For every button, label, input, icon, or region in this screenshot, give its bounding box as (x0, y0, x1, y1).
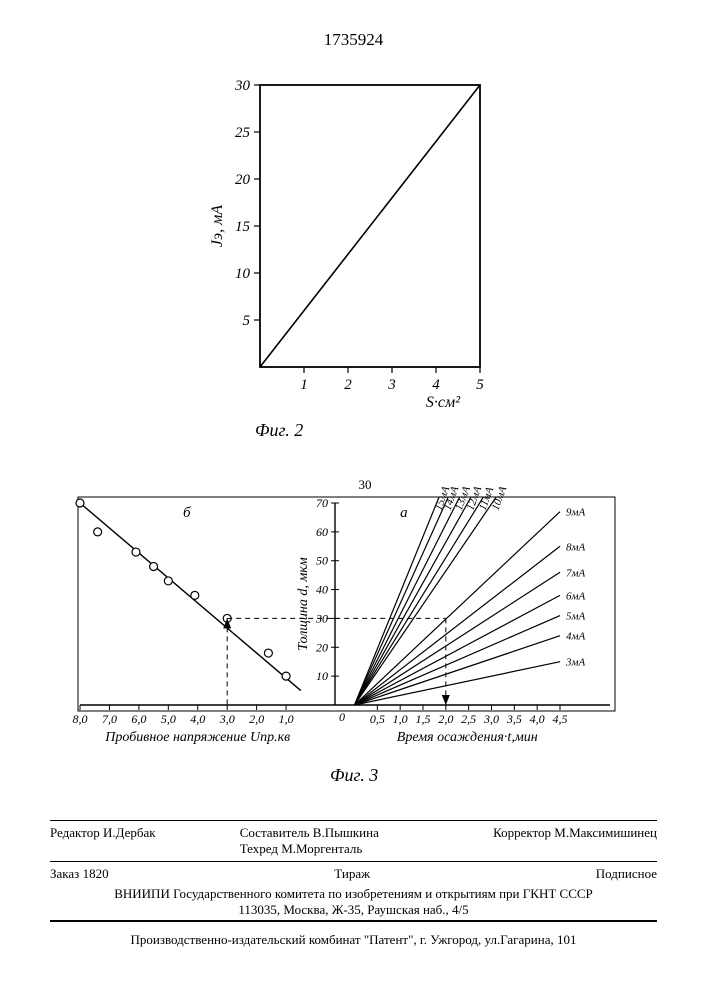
corrector-name: М.Максимишинец (554, 825, 657, 840)
svg-text:6мА: 6мА (566, 590, 586, 602)
svg-text:S·см²: S·см² (426, 394, 461, 411)
svg-text:1,5: 1,5 (416, 712, 431, 726)
fig3-caption: Фиг. 3 (330, 765, 378, 786)
fig2-svg: 5 10 15 20 25 30 1 2 3 4 5 Jэ, мА S·см² (210, 75, 490, 415)
svg-text:1: 1 (300, 377, 308, 393)
footer-credits-row: Редактор И.Дербак Составитель В.Пышкина … (50, 821, 657, 862)
svg-text:4,0: 4,0 (190, 712, 205, 726)
svg-text:7мА: 7мА (566, 567, 586, 579)
fig2-chart: 5 10 15 20 25 30 1 2 3 4 5 Jэ, мА S·см² (210, 75, 490, 415)
svg-text:4: 4 (432, 377, 440, 393)
svg-text:5: 5 (476, 377, 484, 393)
svg-text:1,0: 1,0 (393, 712, 408, 726)
svg-text:4,0: 4,0 (530, 712, 545, 726)
svg-text:50: 50 (316, 554, 328, 568)
svg-text:0,5: 0,5 (370, 712, 385, 726)
svg-text:0: 0 (339, 710, 345, 724)
svg-text:4мА: 4мА (566, 631, 586, 643)
svg-text:70: 70 (316, 496, 328, 510)
footer-order-row: Заказ 1820 Тираж Подписное (50, 862, 657, 884)
patent-number: 1735924 (0, 30, 707, 50)
order-cell: Заказ 1820 (50, 866, 109, 882)
subscription-cell: Подписное (596, 866, 657, 882)
svg-text:60: 60 (316, 525, 328, 539)
svg-text:40: 40 (316, 583, 328, 597)
svg-text:3мА: 3мА (565, 657, 586, 669)
order-label: Заказ (50, 866, 79, 881)
svg-text:б: б (183, 505, 191, 521)
org-line2: 113035, Москва, Ж-35, Раушская наб., 4/5 (50, 902, 657, 918)
svg-text:8,0: 8,0 (73, 712, 88, 726)
svg-text:15: 15 (235, 219, 251, 235)
svg-text:25: 25 (235, 125, 251, 141)
footer-org: ВНИИПИ Государственного комитета по изоб… (50, 884, 657, 921)
svg-text:5мА: 5мА (566, 611, 586, 623)
editor-label: Редактор (50, 825, 100, 840)
svg-text:6,0: 6,0 (131, 712, 146, 726)
compiler-tech-cell: Составитель В.Пышкина Техред М.Моргентал… (240, 825, 468, 857)
svg-text:10: 10 (235, 266, 251, 282)
editor-cell: Редактор И.Дербак (50, 825, 240, 857)
svg-text:10: 10 (316, 669, 328, 683)
fig2-caption: Фиг. 2 (255, 420, 303, 441)
fig3-chart: 3010203040506070Толщина d, мкм08,07,06,0… (70, 475, 650, 755)
svg-text:30: 30 (359, 477, 372, 492)
svg-text:Толщина d, мкм: Толщина d, мкм (296, 557, 311, 651)
svg-text:3,0: 3,0 (483, 712, 499, 726)
fig3-svg: 3010203040506070Толщина d, мкм08,07,06,0… (70, 475, 650, 755)
svg-text:3,5: 3,5 (506, 712, 522, 726)
tirazh-cell: Тираж (334, 866, 370, 882)
compiler-label: Составитель (240, 825, 310, 840)
svg-text:Пробивное напряжение Uпр.кв: Пробивное напряжение Uпр.кв (104, 730, 290, 745)
svg-text:2: 2 (344, 377, 352, 393)
svg-text:7,0: 7,0 (102, 712, 117, 726)
org-line1: ВНИИПИ Государственного комитета по изоб… (50, 886, 657, 902)
tech-name: М.Моргенталь (281, 841, 362, 856)
svg-text:20: 20 (235, 172, 251, 188)
svg-text:2,0: 2,0 (249, 712, 264, 726)
corrector-cell: Корректор М.Максимишинец (467, 825, 657, 857)
svg-text:8мА: 8мА (566, 541, 586, 553)
order-number: 1820 (83, 866, 109, 881)
svg-text:Время осаждения·t,мин: Время осаждения·t,мин (397, 730, 538, 745)
svg-text:20: 20 (316, 640, 328, 654)
editor-name: И.Дербак (103, 825, 156, 840)
corrector-label: Корректор (493, 825, 551, 840)
footer-block: Редактор И.Дербак Составитель В.Пышкина … (50, 820, 657, 948)
svg-text:4,5: 4,5 (553, 712, 568, 726)
svg-text:30: 30 (234, 78, 251, 94)
tech-label: Техред (240, 841, 278, 856)
svg-text:5: 5 (243, 313, 251, 329)
svg-text:9мА: 9мА (566, 507, 586, 519)
svg-text:а: а (400, 505, 408, 521)
compiler-name: В.Пышкина (313, 825, 379, 840)
svg-text:2,5: 2,5 (461, 712, 476, 726)
svg-text:3: 3 (387, 377, 396, 393)
svg-text:Jэ, мА: Jэ, мА (210, 205, 226, 247)
svg-text:3,0: 3,0 (219, 712, 235, 726)
svg-text:2,0: 2,0 (438, 712, 453, 726)
svg-text:5,0: 5,0 (161, 712, 176, 726)
footer-printer: Производственно-издательский комбинат "П… (50, 921, 657, 948)
svg-text:1,0: 1,0 (279, 712, 294, 726)
